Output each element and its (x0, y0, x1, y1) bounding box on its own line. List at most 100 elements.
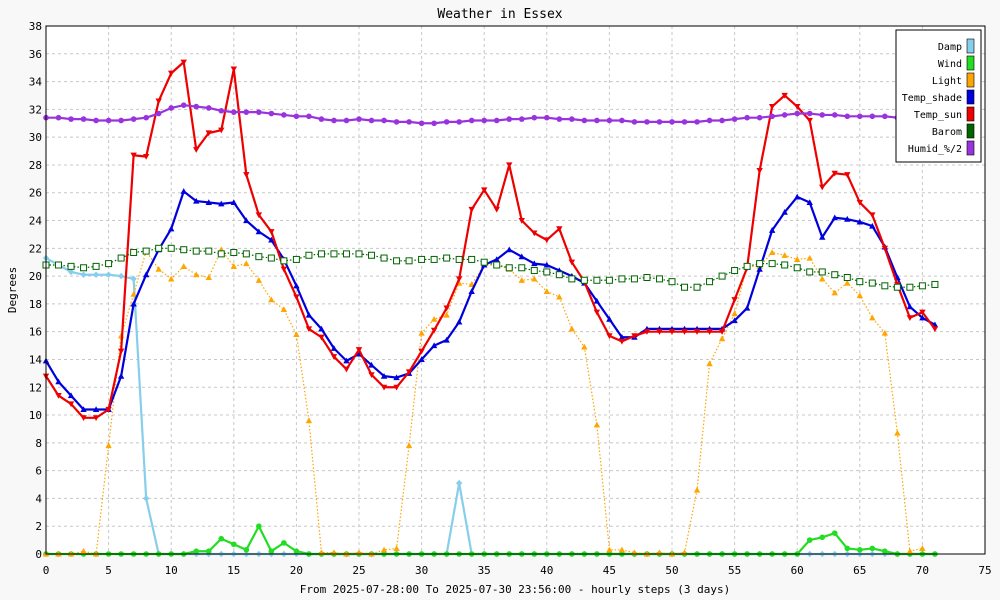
data-point-light (781, 252, 788, 258)
data-point-temp-sun (819, 184, 826, 191)
series-line-temp-sun (45, 61, 936, 419)
data-point-humid-2 (719, 117, 725, 124)
data-point-temp-sun (593, 309, 601, 316)
data-point-light (531, 275, 538, 282)
data-point-light (380, 546, 388, 553)
series-line-temp-shade (45, 190, 936, 411)
data-point-temp-shade (806, 199, 813, 206)
data-point-temp-shade (55, 378, 62, 385)
y-tick-label: 30 (29, 131, 42, 144)
data-point-temp-shade (756, 265, 763, 272)
legend-swatch-damp (966, 38, 975, 54)
data-point-barom (643, 273, 651, 281)
data-point-barom (67, 262, 75, 270)
data-point-temp-shade (506, 246, 513, 253)
data-point-light (919, 545, 926, 552)
data-point-humid-2 (681, 119, 688, 125)
data-point-temp-shade (743, 304, 751, 311)
data-point-temp-shade (305, 311, 313, 318)
data-point-temp-sun (380, 384, 388, 391)
data-point-barom (681, 283, 689, 291)
data-point-temp-sun (168, 70, 175, 77)
data-point-barom (380, 254, 388, 262)
data-point-humid-2 (356, 116, 362, 122)
y-tick-label: 8 (35, 437, 42, 450)
data-point-temp-sun (881, 245, 889, 252)
data-point-barom (117, 254, 125, 262)
data-point-barom (655, 275, 663, 283)
data-point-temp-shade (268, 236, 275, 243)
data-point-barom (292, 255, 300, 263)
data-point-barom (630, 275, 638, 283)
data-point-temp-sun (668, 329, 676, 335)
data-point-barom (393, 257, 401, 265)
data-point-temp-shade (781, 208, 788, 215)
data-point-temp-shade (230, 199, 237, 206)
data-point-barom (468, 255, 476, 263)
data-point-barom (568, 275, 576, 283)
data-point-barom (180, 246, 188, 254)
data-point-temp-sun (455, 276, 463, 283)
y-tick-label: 0 (35, 548, 42, 561)
data-point-barom (155, 244, 163, 252)
data-point-barom (230, 248, 238, 256)
data-point-light (405, 442, 413, 449)
data-point-humid-2 (318, 116, 325, 122)
data-point-light (894, 429, 901, 436)
data-point-barom (368, 251, 376, 259)
data-point-humid-2 (882, 113, 888, 120)
data-point-light (168, 275, 175, 282)
data-point-wind (293, 548, 300, 555)
data-point-wind (857, 547, 863, 553)
data-point-light (430, 315, 438, 322)
data-point-temp-shade (180, 188, 187, 194)
data-point-temp-sun (731, 297, 738, 303)
data-point-light (243, 260, 250, 267)
data-point-barom (530, 267, 538, 275)
data-point-barom (718, 272, 726, 280)
data-point-humid-2 (781, 112, 788, 118)
data-point-temp-sun (718, 329, 726, 335)
data-point-temp-sun (155, 98, 162, 105)
data-point-light (255, 277, 263, 283)
data-point-humid-2 (180, 102, 187, 108)
data-point-barom (55, 261, 63, 269)
data-point-humid-2 (343, 117, 350, 124)
data-point-temp-sun (142, 154, 150, 160)
data-point-barom (781, 261, 789, 269)
data-point-temp-sun (606, 333, 613, 340)
legend-label-temp-sun: Temp_sun (914, 110, 962, 121)
data-point-humid-2 (231, 109, 237, 115)
data-point-temp-sun (80, 415, 87, 422)
data-point-temp-sun (305, 326, 313, 333)
data-point-temp-sun (355, 347, 363, 353)
data-point-light (268, 296, 275, 303)
data-point-barom (255, 253, 263, 261)
data-point-barom (756, 260, 764, 268)
data-point-barom (593, 276, 601, 284)
data-point-temp-sun (193, 147, 200, 153)
data-point-barom (242, 250, 250, 258)
data-point-barom (906, 283, 914, 291)
x-tick-label: 70 (916, 564, 929, 577)
x-tick-label: 60 (791, 564, 804, 577)
data-point-barom (217, 250, 225, 258)
data-point-light (693, 486, 701, 493)
data-point-light (856, 292, 863, 299)
data-point-temp-shade (618, 334, 626, 340)
data-point-temp-shade (919, 314, 926, 321)
data-point-light (731, 310, 738, 317)
x-tick-label: 0 (43, 564, 50, 577)
data-point-humid-2 (594, 117, 600, 124)
data-point-humid-2 (418, 120, 425, 127)
data-point-temp-sun (92, 415, 100, 422)
data-point-humid-2 (168, 105, 174, 111)
data-point-temp-shade (243, 217, 250, 224)
data-point-humid-2 (756, 114, 763, 121)
data-point-humid-2 (256, 109, 262, 115)
legend-label-humid-2: Humid_%/2 (908, 144, 962, 155)
data-point-humid-2 (694, 119, 700, 125)
data-point-humid-2 (431, 120, 437, 127)
data-point-humid-2 (393, 119, 400, 125)
